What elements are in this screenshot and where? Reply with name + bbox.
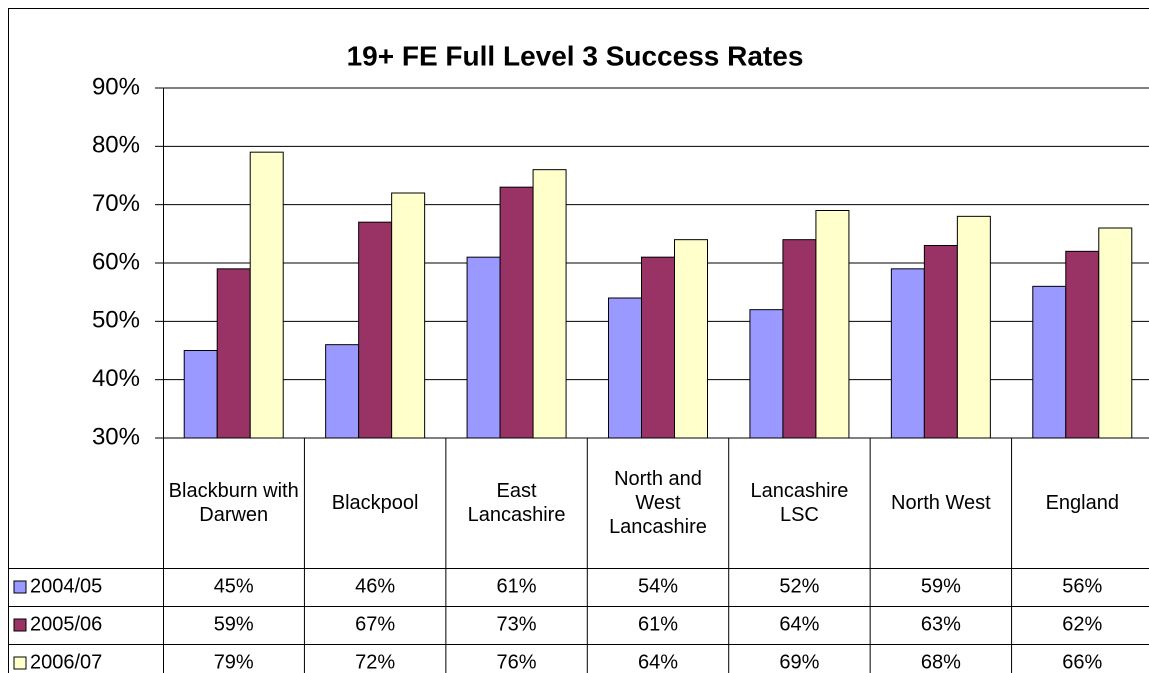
category-label: Blackburn with Darwen bbox=[168, 480, 299, 526]
data-label: 59% bbox=[921, 575, 961, 597]
bar bbox=[923, 245, 958, 439]
data-label: 63% bbox=[921, 613, 961, 635]
bar bbox=[249, 151, 284, 439]
legend-label: 2004/05 bbox=[30, 575, 102, 597]
legend-swatch bbox=[13, 618, 27, 632]
data-label: 64% bbox=[779, 613, 819, 635]
data-label: 73% bbox=[497, 613, 537, 635]
y-tick-label: 80% bbox=[92, 132, 140, 159]
legend-label: 2006/07 bbox=[30, 651, 102, 673]
bar bbox=[532, 169, 567, 439]
data-label: 67% bbox=[355, 613, 395, 635]
bar bbox=[608, 297, 642, 439]
bar bbox=[1065, 250, 1100, 439]
data-label: 46% bbox=[355, 575, 395, 597]
data-label: 54% bbox=[638, 575, 678, 597]
category-label: East Lancashire bbox=[467, 480, 566, 526]
category-label: Blackpool bbox=[331, 492, 419, 514]
bar bbox=[325, 344, 360, 439]
legend-swatch bbox=[13, 580, 27, 594]
bar bbox=[358, 221, 393, 439]
data-label: 61% bbox=[497, 575, 537, 597]
bar bbox=[782, 239, 817, 439]
y-tick-label: 30% bbox=[92, 423, 140, 450]
category-label: Lancashire LSC bbox=[750, 480, 849, 526]
data-label: 52% bbox=[779, 575, 819, 597]
legend-label: 2005/06 bbox=[30, 613, 102, 635]
category-label: North West bbox=[891, 492, 991, 514]
data-label: 79% bbox=[214, 651, 254, 673]
data-label: 61% bbox=[638, 613, 678, 635]
chart-title: 19+ FE Full Level 3 Success Rates bbox=[347, 40, 804, 71]
bar bbox=[1032, 285, 1067, 439]
category-label: North and West Lancashire bbox=[609, 468, 707, 538]
bar bbox=[956, 215, 991, 439]
category-label: England bbox=[1045, 492, 1119, 514]
bar bbox=[749, 309, 784, 439]
y-tick-label: 90% bbox=[92, 73, 140, 100]
bar bbox=[391, 192, 426, 439]
bar bbox=[815, 210, 850, 439]
data-label: 76% bbox=[497, 651, 537, 673]
data-label: 59% bbox=[214, 613, 254, 635]
data-label: 72% bbox=[355, 651, 395, 673]
bar bbox=[216, 268, 251, 439]
data-label: 69% bbox=[779, 651, 819, 673]
y-tick-label: 50% bbox=[92, 307, 140, 334]
bar bbox=[1098, 227, 1133, 439]
data-label: 56% bbox=[1062, 575, 1102, 597]
data-label: 64% bbox=[638, 651, 678, 673]
bar bbox=[499, 186, 534, 439]
bar bbox=[641, 256, 675, 439]
data-label: 62% bbox=[1062, 613, 1102, 635]
y-tick-label: 40% bbox=[92, 365, 140, 392]
y-tick-label: 70% bbox=[92, 190, 140, 217]
bar bbox=[890, 268, 925, 439]
bar bbox=[674, 239, 708, 439]
data-label: 68% bbox=[921, 651, 961, 673]
bar bbox=[183, 350, 218, 439]
bar bbox=[466, 256, 501, 439]
legend-swatch bbox=[13, 656, 27, 670]
y-tick-label: 60% bbox=[92, 248, 140, 275]
data-label: 45% bbox=[214, 575, 254, 597]
data-label: 66% bbox=[1062, 651, 1102, 673]
